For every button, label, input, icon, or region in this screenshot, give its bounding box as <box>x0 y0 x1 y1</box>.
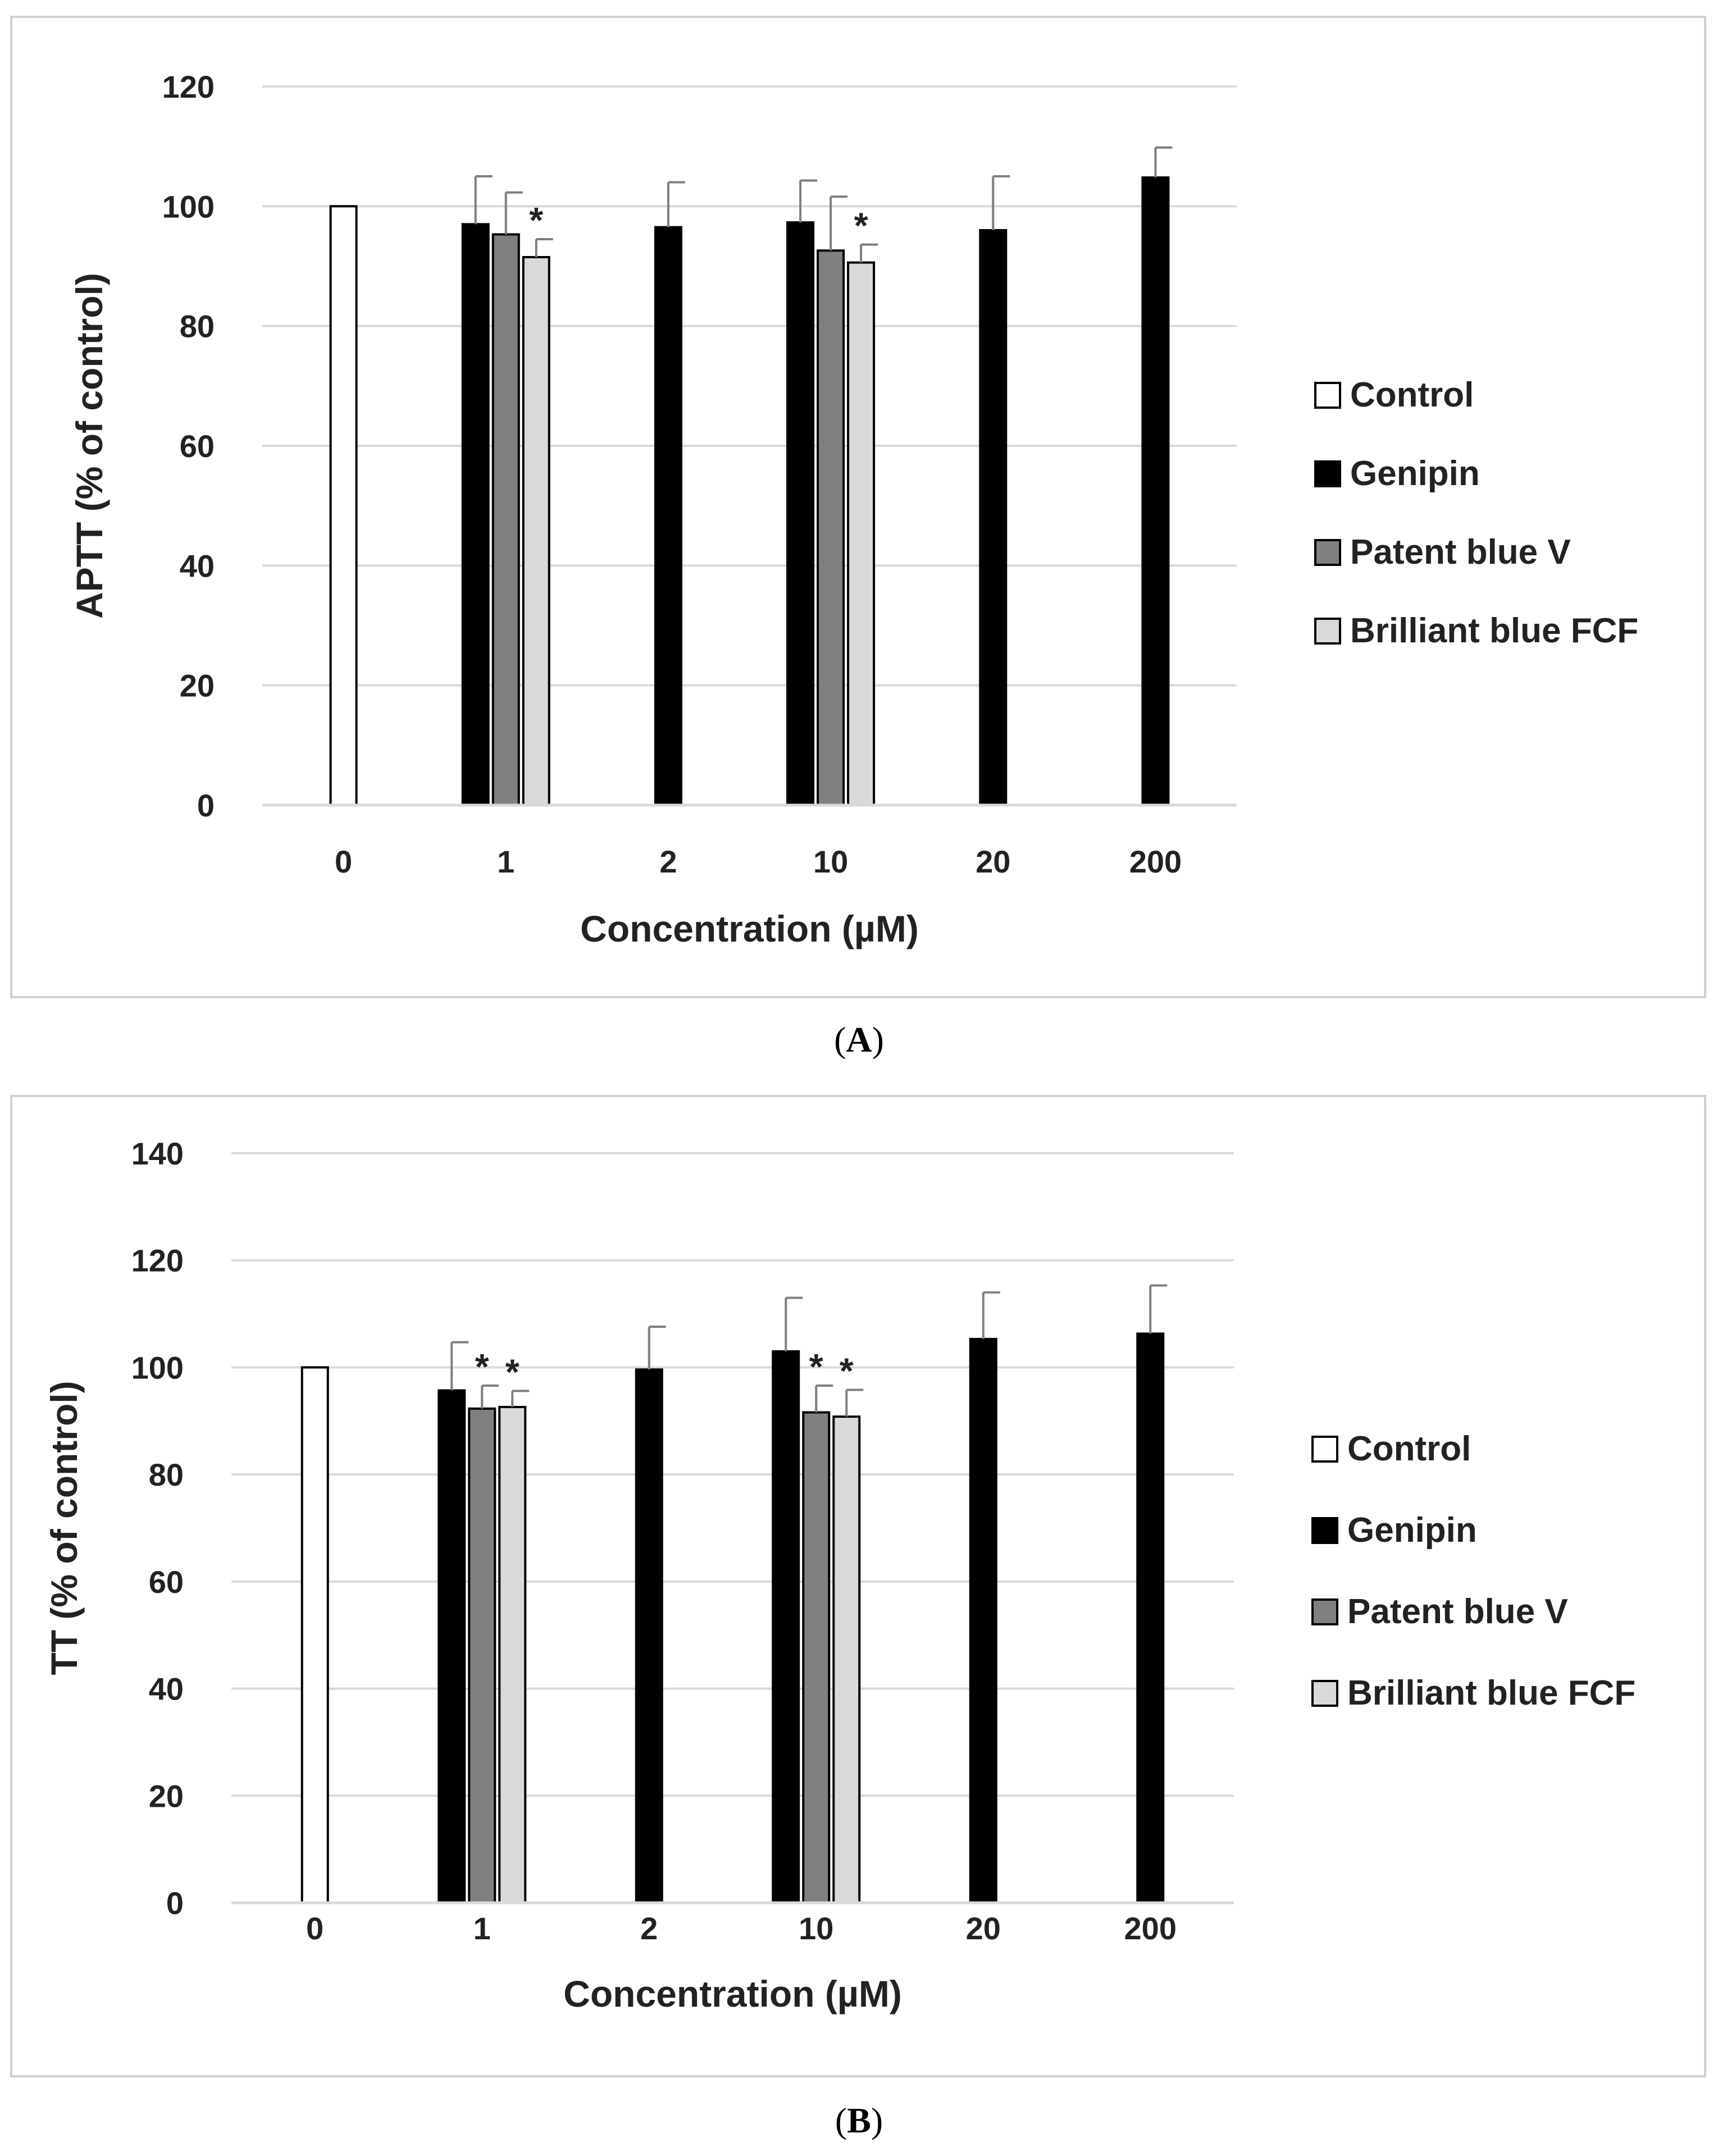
x-tick-label: 20 <box>966 1911 1001 1946</box>
y-tick-label: 60 <box>149 1564 184 1600</box>
legend-label-patent-blue-v: Patent blue V <box>1350 533 1571 572</box>
legend: Control Genipin Patent blue V Brilliant blu… <box>1311 1429 1635 1712</box>
bar-patent-blue-v <box>468 1407 496 1904</box>
chart-panel-b: 0 20 40 60 80 100 120 140 0 1 2 10 20 200 * * * * TT (% of… <box>10 1095 1706 2077</box>
x-axis-title: Concentration (µM) <box>580 908 919 949</box>
caption-b-open: ( <box>835 2100 847 2140</box>
significance-marker: * <box>854 205 868 246</box>
caption-a-open: ( <box>834 1020 846 1059</box>
bar-patent-blue-v <box>817 249 845 806</box>
legend-label-patent-blue-v: Patent blue V <box>1347 1592 1568 1631</box>
bar-genipin <box>969 1337 997 1904</box>
legend-swatch-genipin <box>1311 1517 1338 1544</box>
significance-marker: * <box>840 1350 854 1391</box>
chart-panel-a: 0 20 40 60 80 100 120 0 1 2 10 20 200 * * APTT (% of co… <box>10 16 1706 998</box>
y-tick-label: 140 <box>131 1136 184 1171</box>
bar-genipin <box>438 1389 466 1904</box>
caption-b: (B) <box>0 2100 1718 2141</box>
caption-a-close: ) <box>872 1020 884 1059</box>
x-tick-label: 0 <box>306 1911 323 1946</box>
bar-genipin <box>654 226 682 807</box>
y-tick-label: 20 <box>180 668 215 704</box>
chart-b: 0 20 40 60 80 100 120 140 0 1 2 10 20 200 * * * * TT (% of… <box>43 1136 1635 2015</box>
caption-a-letter: A <box>846 1020 872 1059</box>
legend-swatch-control <box>1311 1436 1338 1463</box>
bar-genipin <box>635 1368 663 1904</box>
bar-brilliant-blue-fcf <box>847 261 876 807</box>
legend-label-genipin: Genipin <box>1347 1511 1477 1550</box>
y-tick-label: 100 <box>162 189 215 224</box>
bar-brilliant-blue-fcf <box>522 256 550 806</box>
significance-marker: * <box>529 200 543 240</box>
legend-label-control: Control <box>1350 376 1474 414</box>
y-tick-label: 0 <box>166 1885 184 1921</box>
legend-swatch-control <box>1314 382 1341 409</box>
y-tick-label: 80 <box>180 309 215 344</box>
legend-label-genipin: Genipin <box>1350 454 1480 493</box>
legend-label-control: Control <box>1347 1429 1471 1468</box>
legend: Control Genipin Patent blue V Brilliant blu… <box>1314 376 1638 650</box>
y-tick-label: 80 <box>149 1457 184 1492</box>
bar-control <box>329 205 358 806</box>
x-tick-label: 0 <box>335 844 352 879</box>
x-tick-label: 2 <box>659 844 677 879</box>
y-tick-label: 120 <box>131 1243 184 1278</box>
bar-control <box>300 1366 329 1904</box>
bar-genipin <box>461 223 490 806</box>
caption-b-letter: B <box>847 2100 871 2140</box>
legend-swatch-genipin <box>1314 460 1341 487</box>
y-tick-label: 100 <box>131 1350 184 1385</box>
y-tick-label: 120 <box>162 69 215 104</box>
x-tick-label: 2 <box>640 1911 658 1946</box>
significance-marker: * <box>505 1351 519 1392</box>
x-tick-label: 20 <box>976 844 1010 879</box>
legend-swatch-patent-blue-v <box>1314 539 1341 566</box>
x-axis-title: Concentration (µM) <box>563 1973 902 2015</box>
x-tick-label: 1 <box>473 1911 491 1946</box>
x-tick-label: 1 <box>497 844 514 879</box>
bar-brilliant-blue-fcf <box>498 1405 527 1904</box>
x-tick-label: 10 <box>799 1911 833 1946</box>
bar-genipin <box>979 229 1008 806</box>
bar-genipin <box>786 221 815 807</box>
legend-label-brilliant-blue-fcf: Brilliant blue FCF <box>1347 1674 1635 1712</box>
y-tick-label: 20 <box>149 1778 184 1814</box>
bar-genipin <box>1141 176 1170 807</box>
legend-swatch-patent-blue-v <box>1311 1598 1338 1625</box>
significance-marker: * <box>809 1346 823 1387</box>
significance-marker: * <box>475 1346 489 1387</box>
legend-swatch-brilliant-blue-fcf <box>1311 1680 1338 1707</box>
y-tick-label: 60 <box>180 428 215 464</box>
legend-swatch-brilliant-blue-fcf <box>1314 618 1341 645</box>
bar-patent-blue-v <box>802 1411 831 1904</box>
x-tick-label: 200 <box>1124 1911 1177 1946</box>
y-tick-label: 0 <box>197 788 215 823</box>
y-axis-title: APTT (% of control) <box>69 273 110 619</box>
y-tick-label: 40 <box>180 548 215 583</box>
bar-patent-blue-v <box>491 233 520 806</box>
y-axis-title: TT (% of control) <box>43 1381 85 1675</box>
bar-brilliant-blue-fcf <box>832 1415 861 1904</box>
caption-a: (A) <box>0 1019 1718 1061</box>
chart-a: 0 20 40 60 80 100 120 0 1 2 10 20 200 * * APTT (% of co… <box>69 69 1638 949</box>
bar-genipin <box>772 1350 800 1904</box>
bar-genipin <box>1136 1332 1165 1904</box>
x-tick-label: 10 <box>813 844 848 879</box>
caption-b-close: ) <box>871 2100 883 2140</box>
x-tick-label: 200 <box>1129 844 1182 879</box>
y-tick-label: 40 <box>149 1671 184 1707</box>
legend-label-brilliant-blue-fcf: Brilliant blue FCF <box>1350 611 1638 650</box>
